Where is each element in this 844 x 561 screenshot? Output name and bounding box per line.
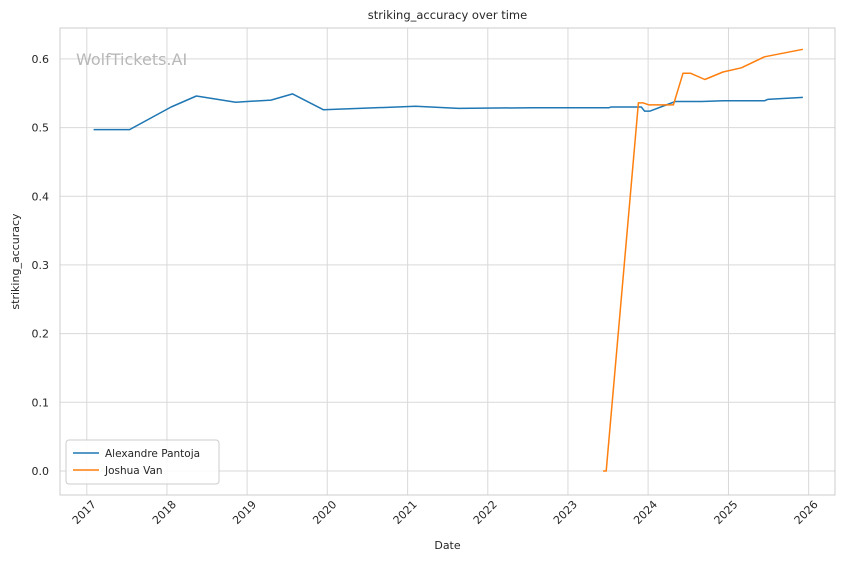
grid-lines <box>60 28 835 495</box>
y-tick-label: 0.6 <box>32 53 50 66</box>
y-axis-ticks: 0.0 0.1 0.2 0.3 0.4 0.5 0.6 <box>32 53 50 478</box>
watermark-text: WolfTickets.AI <box>76 50 187 69</box>
legend: Alexandre Pantoja Joshua Van <box>65 439 220 485</box>
plot-area-frame <box>59 27 836 496</box>
y-tick-label: 0.3 <box>32 259 50 272</box>
legend-label-0: Alexandre Pantoja <box>105 448 200 460</box>
legend-label-1: Joshua Van <box>104 465 163 477</box>
y-tick-label: 0.0 <box>32 465 50 478</box>
y-axis-label: striking_accuracy <box>9 213 22 310</box>
y-tick-label: 0.4 <box>32 190 50 203</box>
y-tick-label: 0.5 <box>32 122 50 135</box>
chart-title: striking_accuracy over time <box>368 8 527 22</box>
y-tick-label: 0.1 <box>32 396 50 409</box>
y-tick-label: 0.2 <box>32 328 50 341</box>
legend-box <box>65 439 220 485</box>
x-axis-label: Date <box>434 539 461 552</box>
series-line-1 <box>603 48 804 472</box>
series-lines <box>93 48 804 472</box>
series-line-0 <box>93 93 803 131</box>
